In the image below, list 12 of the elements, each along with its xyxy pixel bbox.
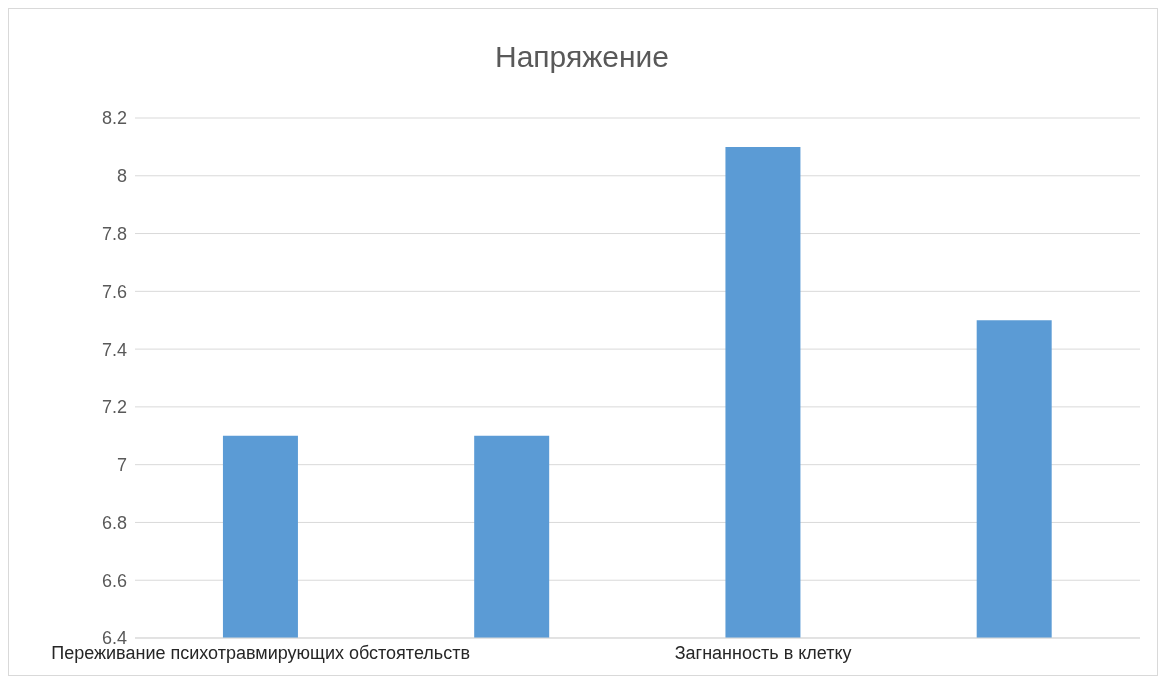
- y-tick-label: 6.8: [101, 512, 127, 533]
- chart-title: Напряжение: [494, 40, 670, 74]
- y-tick-label: 6.4: [101, 628, 127, 649]
- y-tick-label: 8.2: [101, 108, 127, 129]
- y-tick-label: 8: [116, 166, 127, 187]
- y-tick-label: 7.2: [101, 397, 127, 418]
- y-tick-label: 7.6: [101, 281, 127, 302]
- y-tick-label: 7.8: [101, 223, 127, 244]
- y-tick-label: 7: [116, 455, 127, 476]
- x-tick-label: Загнанность в клетку: [674, 642, 852, 663]
- y-tick-label: 6.6: [101, 570, 127, 591]
- y-tick-label: 7.4: [101, 339, 127, 360]
